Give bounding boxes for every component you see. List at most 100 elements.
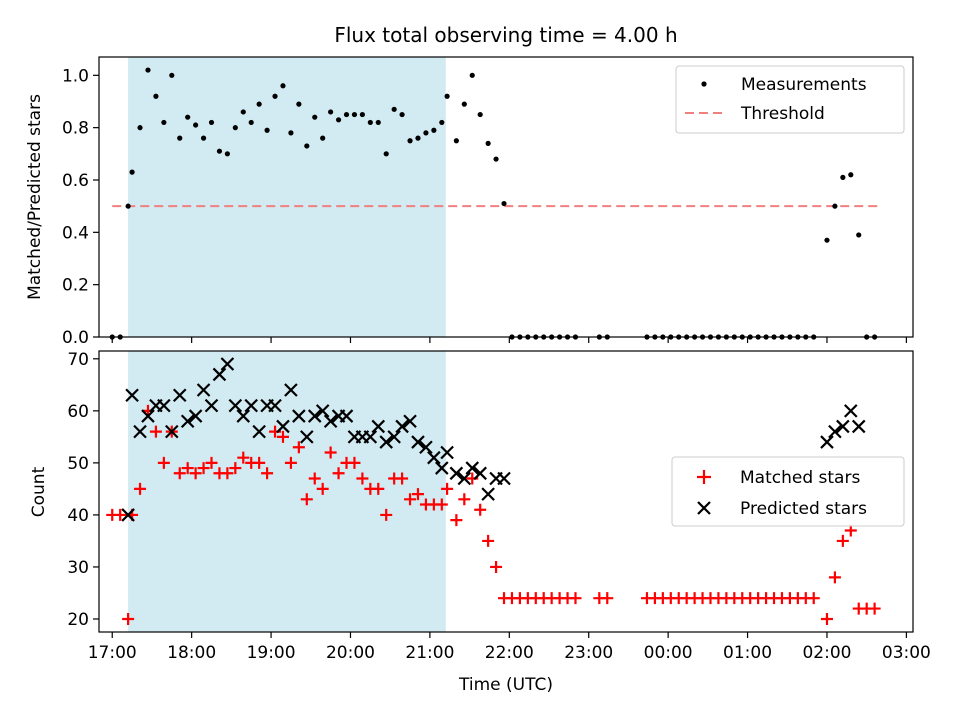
matched-point bbox=[261, 467, 274, 480]
predicted-point bbox=[284, 383, 298, 397]
predicted-point bbox=[133, 424, 147, 439]
predicted-point bbox=[363, 430, 378, 444]
predicted-point bbox=[204, 398, 219, 413]
measurement-point bbox=[304, 143, 310, 149]
bottom-panel: 20 30 40 50 60 70 17:00 18:00 19:00 20:00 21:00 22… bbox=[29, 350, 931, 695]
x-tick-label: 20:00 bbox=[326, 643, 375, 663]
x-tick-label: 03:00 bbox=[882, 643, 931, 663]
x-tick-label: 19:00 bbox=[247, 643, 296, 663]
predicted-point bbox=[307, 409, 322, 423]
measurement-point bbox=[320, 135, 326, 141]
measurement-point bbox=[856, 232, 862, 238]
matched-point bbox=[316, 482, 329, 495]
predicted-point bbox=[465, 461, 480, 475]
legend-predicted-label: Predicted stars bbox=[740, 499, 867, 519]
predicted-point bbox=[449, 466, 464, 481]
legend-measurement-marker bbox=[701, 81, 707, 87]
matched-point bbox=[348, 456, 361, 469]
matched-point bbox=[482, 534, 495, 547]
top-y-tick-label: 1.0 bbox=[62, 66, 89, 86]
top-legend: Measurements Threshold bbox=[675, 65, 905, 134]
matched-point bbox=[229, 462, 242, 475]
measurement-point bbox=[312, 114, 318, 120]
predicted-point bbox=[220, 357, 235, 371]
matched-point bbox=[221, 467, 234, 480]
predicted-point bbox=[157, 398, 171, 413]
measurement-point bbox=[375, 119, 381, 126]
measurement-point bbox=[240, 109, 246, 115]
measurement-point bbox=[256, 101, 262, 107]
matched-point bbox=[181, 462, 194, 475]
measurement-point bbox=[137, 125, 143, 131]
measurement-point bbox=[288, 130, 294, 136]
measurement-point bbox=[145, 67, 151, 73]
x-tick-label: 21:00 bbox=[405, 643, 454, 663]
matched-point bbox=[122, 612, 135, 625]
measurement-point bbox=[824, 237, 830, 243]
top-x-ticks bbox=[111, 337, 907, 343]
matched-point bbox=[569, 592, 582, 605]
measurement-point bbox=[232, 125, 238, 131]
predicted-point bbox=[481, 487, 495, 501]
predicted-point bbox=[236, 409, 251, 423]
measurement-point bbox=[461, 101, 467, 107]
predicted-point bbox=[228, 398, 243, 413]
bottom-axes-frame bbox=[98, 350, 914, 633]
matched-point bbox=[828, 571, 841, 584]
predicted-point bbox=[300, 430, 314, 444]
predicted-point bbox=[125, 388, 139, 403]
x-axis-label: Time (UTC) bbox=[458, 675, 553, 695]
top-y-axis-label: Matched/Predicted stars bbox=[25, 94, 45, 300]
predicted-point bbox=[440, 445, 454, 460]
top-y-tick-label: 0.6 bbox=[62, 171, 89, 191]
predicted-point bbox=[323, 414, 338, 429]
predicted-point bbox=[497, 471, 511, 486]
predicted-point bbox=[851, 419, 866, 434]
predicted-point bbox=[244, 398, 258, 413]
measurement-point bbox=[153, 93, 159, 99]
matched-point bbox=[189, 467, 202, 480]
legend-matched-label: Matched stars bbox=[740, 468, 860, 488]
predicted-point bbox=[379, 435, 393, 449]
measurement-point bbox=[169, 72, 175, 78]
predicted-point bbox=[435, 461, 449, 475]
x-tick-label: 22:00 bbox=[485, 643, 534, 663]
measurement-point bbox=[328, 109, 334, 115]
predicted-point bbox=[427, 450, 441, 465]
matched-point bbox=[844, 524, 857, 537]
predicted-points bbox=[121, 357, 866, 522]
measurement-point bbox=[125, 203, 131, 209]
predicted-point bbox=[403, 414, 417, 429]
top-y-ticks: 0.0 0.2 0.4 0.6 0.8 1.0 bbox=[62, 66, 99, 348]
measurement-point bbox=[129, 169, 135, 175]
predicted-point bbox=[315, 404, 330, 418]
matched-point bbox=[300, 493, 313, 506]
measurement-point bbox=[840, 174, 846, 180]
predicted-point bbox=[473, 466, 487, 481]
matched-point bbox=[173, 467, 186, 480]
top-y-tick-label: 0.0 bbox=[62, 328, 89, 348]
measurement-point bbox=[280, 83, 286, 89]
measurement-point bbox=[439, 119, 445, 126]
predicted-point bbox=[188, 409, 203, 423]
bottom-y-ticks: 20 30 40 50 60 70 bbox=[67, 350, 99, 630]
chart-title: Flux total observing time = 4.00 h bbox=[334, 23, 677, 47]
top-shade-span bbox=[128, 57, 446, 337]
measurement-point bbox=[415, 135, 421, 141]
predicted-point bbox=[419, 440, 433, 455]
measurement-point bbox=[193, 122, 199, 128]
measurement-point bbox=[343, 111, 350, 118]
matched-point bbox=[276, 430, 289, 443]
measurement-point bbox=[296, 101, 302, 107]
measurement-point bbox=[493, 156, 499, 162]
predicted-point bbox=[172, 388, 187, 403]
measurement-point bbox=[848, 172, 854, 178]
predicted-point bbox=[395, 419, 409, 434]
measurement-point bbox=[383, 151, 389, 157]
predicted-point bbox=[292, 409, 306, 423]
measurement-point bbox=[367, 119, 373, 126]
predicted-point bbox=[387, 430, 401, 444]
measurement-point bbox=[501, 200, 507, 207]
matched-point bbox=[149, 425, 162, 438]
